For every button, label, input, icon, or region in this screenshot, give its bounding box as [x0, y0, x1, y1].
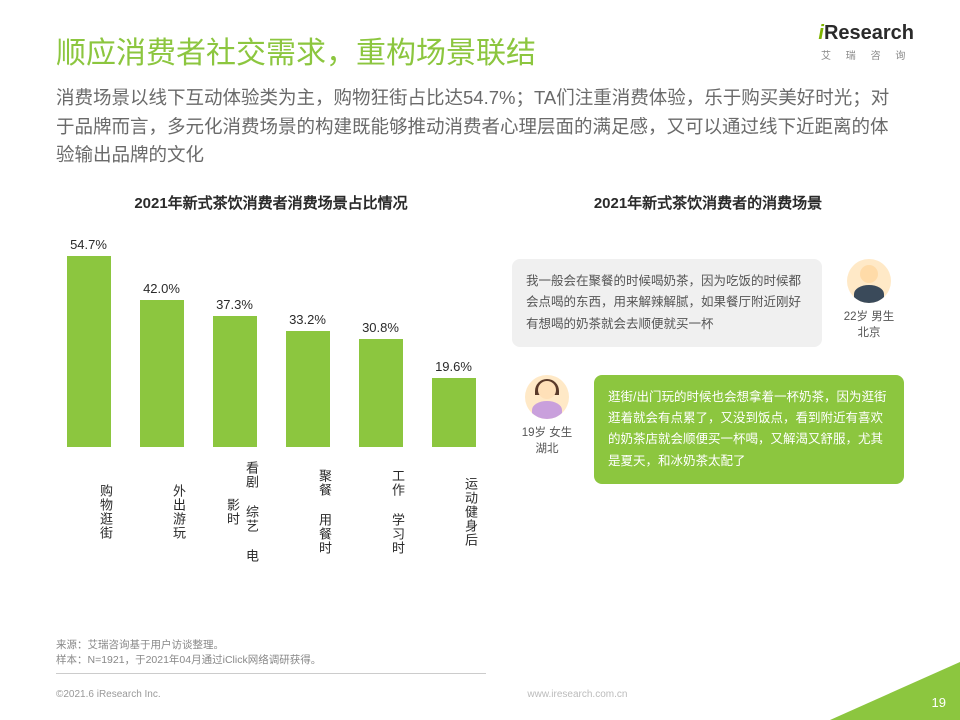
source-line-1: 来源：艾瑞咨询基于用户访谈整理。 — [56, 638, 486, 654]
bar — [286, 331, 330, 447]
bar — [213, 316, 257, 447]
page-subtitle: 消费场景以线下互动体验类为主，购物狂街占比达54.7%；TA们注重消费体验，乐于… — [56, 84, 904, 170]
chart-title: 2021年新式茶饮消费者消费场景占比情况 — [56, 192, 486, 213]
bar-运动健身后: 19.6% — [427, 359, 480, 447]
bar — [140, 300, 184, 447]
chart-section: 2021年新式茶饮消费者消费场景占比情况 54.7% 42.0% 37.3% 33.2… — [56, 192, 486, 527]
bar-工作 学习时: 30.8% — [354, 320, 407, 447]
avatar-icon — [525, 375, 569, 419]
bar-购物逛街: 54.7% — [62, 237, 115, 447]
corner-decoration-green — [830, 662, 960, 720]
avatar-block: 19岁 女生 湖北 — [512, 375, 582, 457]
avatar-icon — [847, 259, 891, 303]
quote-bubble: 我一般会在聚餐的时候喝奶茶，因为吃饭的时候都会点喝的东西，用来解辣解腻，如果餐厅… — [512, 259, 822, 347]
x-label: 看剧 综艺 电影时 — [208, 457, 261, 567]
bar-外出游玩: 42.0% — [135, 281, 188, 447]
footer-copyright: ©2021.6 iResearch Inc. www.iresearch.com… — [56, 689, 627, 700]
quote-bubble: 逛街/出门玩的时候也会想拿着一杯奶茶，因为逛街逛着就会有点累了，又没到饭点，看到… — [594, 375, 904, 484]
x-label: 购物逛街 — [62, 457, 115, 567]
bar — [359, 339, 403, 447]
source-line-2: 样本：N=1921，于2021年04月通过iClick网络调研获得。 — [56, 653, 486, 669]
scenarios-title: 2021年新式茶饮消费者的消费场景 — [512, 192, 904, 213]
bar-value: 30.8% — [362, 320, 399, 335]
scenario-item: 我一般会在聚餐的时候喝奶茶，因为吃饭的时候都会点喝的东西，用来解辣解腻，如果餐厅… — [512, 259, 904, 347]
page-title: 顺应消费者社交需求，重构场景联结 — [56, 28, 904, 72]
scenarios-section: 2021年新式茶饮消费者的消费场景 我一般会在聚餐的时候喝奶茶，因为吃饭的时候都… — [512, 192, 904, 527]
bar-chart: 54.7%42.0%37.3%33.2%30.8%19.6% 购物逛街外出游玩看… — [56, 237, 486, 527]
page-number: 19 — [932, 695, 946, 710]
x-label: 外出游玩 — [135, 457, 188, 567]
bar-value: 54.7% — [70, 237, 107, 252]
bar-value: 19.6% — [435, 359, 472, 374]
logo-text: Research — [824, 22, 914, 44]
bar-聚餐 用餐时: 33.2% — [281, 312, 334, 447]
logo: iResearch 艾 瑞 咨 询 — [818, 22, 914, 62]
bar-value: 42.0% — [143, 281, 180, 296]
avatar-label: 19岁 女生 湖北 — [522, 425, 573, 457]
logo-subtitle: 艾 瑞 咨 询 — [818, 47, 914, 62]
x-label: 工作 学习时 — [354, 457, 407, 567]
bar-value: 37.3% — [216, 297, 253, 312]
source-note: 来源：艾瑞咨询基于用户访谈整理。 样本：N=1921，于2021年04月通过iC… — [56, 638, 486, 675]
scenario-item: 19岁 女生 湖北逛街/出门玩的时候也会想拿着一杯奶茶，因为逛街逛着就会有点累了… — [512, 375, 904, 484]
avatar-block: 22岁 男生 北京 — [834, 259, 904, 341]
bar-value: 33.2% — [289, 312, 326, 327]
avatar-label: 22岁 男生 北京 — [844, 309, 895, 341]
x-label: 运动健身后 — [427, 457, 480, 567]
x-label: 聚餐 用餐时 — [281, 457, 334, 567]
bar-看剧 综艺 电影时: 37.3% — [208, 297, 261, 447]
bar — [67, 256, 111, 447]
bar — [432, 378, 476, 447]
